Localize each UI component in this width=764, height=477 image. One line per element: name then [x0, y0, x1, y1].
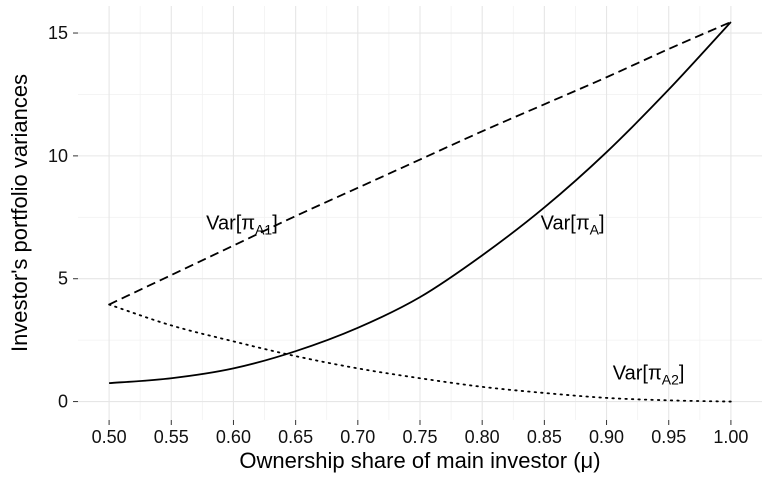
x-axis-title: Ownership share of main investor (μ) — [239, 448, 600, 473]
series-annotations: Var[πA] Var[πA1] Var[πA2] — [206, 213, 684, 388]
grid — [78, 6, 762, 420]
y-axis: 0 5 10 15 — [48, 23, 78, 412]
series-line-dotted — [108, 303, 732, 403]
y-tick-label: 15 — [48, 23, 68, 43]
y-tick-label: 5 — [58, 269, 68, 289]
x-axis: 0.50 0.55 0.60 0.65 0.70 0.75 0.80 0.85 0.90 0.95… — [92, 420, 748, 447]
series-label: Var[πA] — [541, 213, 605, 238]
series-line-dashed — [108, 21, 732, 306]
y-tick-label: 0 — [58, 392, 68, 412]
x-tick-label: 0.55 — [154, 427, 189, 447]
series-label: Var[πA2] — [613, 362, 685, 387]
x-tick-label: 0.90 — [589, 427, 624, 447]
series-line-solid — [109, 21, 732, 385]
x-tick-label: 0.85 — [527, 427, 562, 447]
x-tick-label: 0.70 — [340, 427, 375, 447]
x-tick-label: 0.75 — [402, 427, 437, 447]
x-tick-label: 0.50 — [92, 427, 127, 447]
x-tick-label: 1.00 — [713, 427, 748, 447]
x-tick-label: 0.65 — [278, 427, 313, 447]
series-lines — [108, 21, 732, 403]
y-tick-label: 10 — [48, 146, 68, 166]
y-axis-title: Investor's portfolio variances — [7, 74, 32, 352]
series-label: Var[πA1] — [206, 213, 278, 238]
x-tick-label: 0.80 — [465, 427, 500, 447]
x-tick-label: 0.60 — [216, 427, 251, 447]
x-tick-label: 0.95 — [651, 427, 686, 447]
